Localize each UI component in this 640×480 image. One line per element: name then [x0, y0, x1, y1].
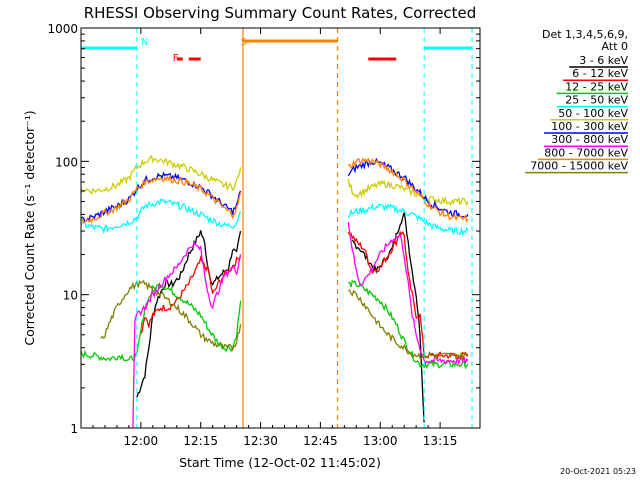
flag-label-s: S — [241, 37, 247, 48]
legend-header-line-0: Det 1,3,4,5,6,9, — [542, 28, 628, 41]
series-line-5-seg-0 — [81, 171, 242, 223]
legend-entry-1: 6 - 12 keV — [572, 67, 628, 80]
footer-timestamp: 20-Oct-2021 05:23 — [560, 467, 636, 476]
series-line-1-seg-1 — [347, 230, 469, 360]
series-line-8-seg-1 — [348, 289, 469, 361]
plot-frame — [80, 27, 481, 429]
series-line-4-seg-1 — [347, 178, 469, 207]
y-tick-label-2: 100 — [55, 155, 78, 169]
x-tick-label-4: 13:00 — [363, 434, 398, 448]
x-tick-label-5: 13:15 — [423, 434, 458, 448]
legend-entry-0: 3 - 6 keV — [579, 54, 628, 67]
series-line-3-seg-0 — [81, 198, 242, 235]
series-line-3-seg-1 — [347, 202, 469, 237]
series-line-6-seg-1 — [347, 222, 469, 366]
series-line-2-seg-0 — [81, 283, 242, 362]
x-tick-label-0: 12:00 — [124, 434, 159, 448]
series-line-1-seg-0 — [140, 254, 242, 335]
y-tick-label-3: 1000 — [47, 22, 78, 36]
legend-entry-5: 100 - 300 keV — [551, 120, 628, 133]
legend-entry-8: 7000 - 15000 keV — [530, 160, 628, 173]
series-line-7-seg-1 — [347, 157, 469, 224]
y-tick-label-0: 1 — [70, 422, 78, 436]
legend-entry-4: 50 - 100 keV — [558, 107, 628, 120]
chart-title: RHESSI Observing Summary Count Rates, Co… — [84, 4, 477, 22]
legend-entry-6: 300 - 800 keV — [551, 133, 628, 146]
y-tick-label-1: 10 — [63, 289, 78, 303]
x-tick-label-1: 12:15 — [183, 434, 218, 448]
x-axis-label: Start Time (12-Oct-02 11:45:02) — [179, 455, 381, 470]
series-line-7-seg-0 — [81, 173, 242, 224]
y-axis-label: Corrected Count Rate (s⁻¹ detector⁻¹) — [22, 110, 37, 345]
series-line-4-seg-0 — [81, 154, 242, 196]
x-tick-label-2: 12:30 — [243, 434, 278, 448]
x-tick-label-3: 12:45 — [303, 434, 338, 448]
flag-label-n: N — [141, 37, 148, 48]
legend-entry-3: 25 - 50 keV — [565, 94, 628, 107]
legend-header-line-1: Att 0 — [602, 40, 628, 53]
series-line-8-seg-0 — [100, 278, 242, 352]
legend-entry-7: 800 - 7000 keV — [544, 146, 628, 159]
series-line-0-seg-1 — [351, 212, 425, 423]
flag-label-f: F — [173, 53, 179, 64]
series-line-6-seg-0 — [132, 241, 242, 428]
legend-entry-2: 12 - 25 keV — [565, 80, 628, 93]
